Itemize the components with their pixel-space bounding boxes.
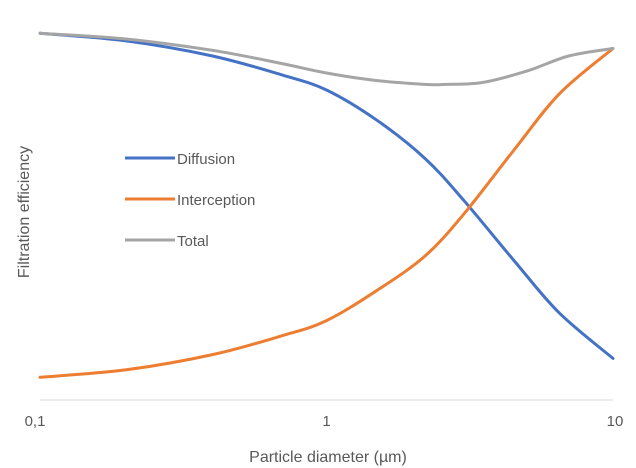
- x-tick-label: 1: [322, 413, 330, 430]
- series-line-total: [38, 31, 615, 87]
- legend: Diffusion Interception Total: [125, 151, 255, 250]
- x-axis-label: Particle diameter (µm): [249, 449, 407, 466]
- x-tick-label: 10: [607, 413, 624, 430]
- series-line-interception: [38, 47, 615, 379]
- y-axis-label: Filtration efficiency: [16, 146, 33, 278]
- series-layer: [38, 31, 615, 379]
- legend-label-total: Total: [177, 233, 209, 250]
- legend-label-diffusion: Diffusion: [177, 151, 235, 168]
- x-tick-labels: 0,1 1 10: [25, 413, 624, 430]
- series-line-diffusion: [38, 31, 615, 360]
- legend-label-interception: Interception: [177, 192, 255, 209]
- x-tick-label: 0,1: [25, 413, 46, 430]
